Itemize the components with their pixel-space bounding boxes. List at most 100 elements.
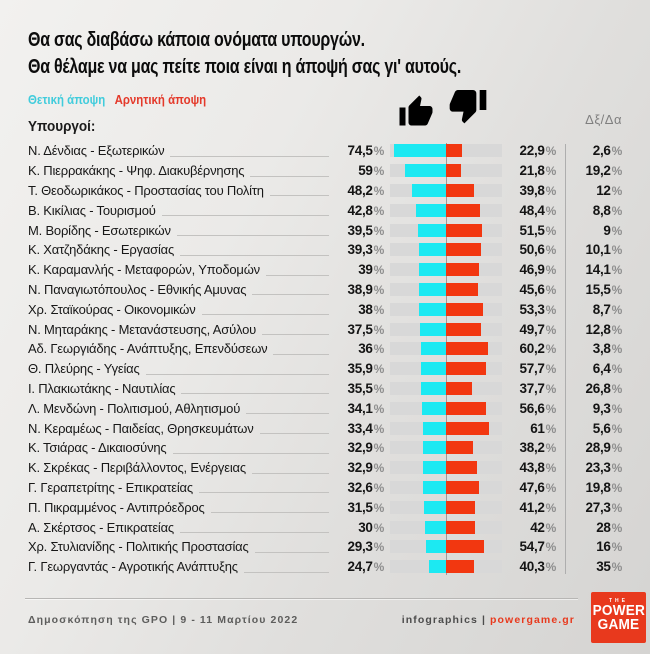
leader-line [262, 333, 329, 335]
logo-the-text: THE [609, 598, 628, 604]
leader-line [210, 512, 329, 514]
percent-sign: % [611, 362, 623, 377]
value-number: 57,7 [519, 361, 545, 377]
table-row: Κ. Χατζηδάκης - Εργασίας 39,3% 50,6% 10,… [28, 240, 622, 260]
negative-bar [446, 322, 481, 336]
percent-sign: % [611, 342, 623, 357]
value-number: 8,8 [592, 202, 611, 218]
leader-line [265, 274, 329, 276]
powergame-link[interactable]: powergame.gr [490, 614, 575, 626]
negative-value: 46,9% [510, 262, 557, 277]
percent-sign: % [373, 381, 385, 396]
positive-value: 36% [332, 341, 384, 356]
negative-value: 61% [510, 421, 556, 436]
dk-value: 28,9% [566, 440, 623, 456]
percent-sign: % [611, 421, 623, 436]
percent-sign: % [611, 480, 623, 495]
positive-value: 42,8% [332, 203, 385, 218]
bar-track [390, 282, 502, 296]
leader-line [180, 531, 329, 533]
table-row: Ν. Μηταράκης - Μετανάστευσης, Ασύλου 37,… [28, 319, 622, 339]
negative-bar [446, 441, 473, 455]
value-number: 3,8 [592, 341, 611, 357]
value-number: 6,4 [592, 361, 611, 377]
dk-value: 28% [566, 520, 622, 535]
bar-track [390, 243, 502, 257]
leader-line [176, 234, 329, 236]
dk-value: 14,1% [566, 262, 623, 277]
negative-value: 21,8% [510, 163, 557, 179]
percent-sign: % [373, 480, 385, 495]
value-number: 35 [596, 559, 611, 575]
percent-sign: % [545, 421, 557, 436]
percent-sign: % [373, 322, 385, 337]
dk-value: 9,3% [566, 401, 623, 416]
percent-sign: % [611, 144, 623, 159]
minister-name: Ι. Πλακιωτάκης - Ναυτιλίας [28, 380, 176, 396]
value-number: 2,6 [592, 143, 611, 159]
percent-sign: % [373, 282, 385, 297]
positive-bar [418, 263, 446, 277]
value-number: 41,2 [519, 499, 545, 515]
positive-bar [418, 223, 446, 237]
minister-name: Αδ. Γεωργιάδης - Ανάπτυξης, Επενδύσεων [28, 341, 268, 357]
leader-line [172, 452, 329, 454]
table-row: Β. Κικίλιας - Τουρισμού 42,8% 48,4% 8,8% [28, 200, 622, 220]
percent-sign: % [373, 183, 385, 198]
table-row: Α. Σκέρτσος - Επικρατείας 30% 42% 28% [28, 517, 622, 537]
negative-bar [446, 342, 489, 356]
dk-value: 9% [566, 223, 622, 238]
bar-track [390, 322, 502, 336]
table-row: Αδ. Γεωργιάδης - Ανάπτυξης, Επενδύσεων 3… [28, 339, 622, 359]
minister-name: Β. Κικίλιας - Τουρισμού [28, 202, 156, 218]
percent-sign: % [545, 520, 557, 535]
positive-bar [420, 362, 446, 376]
negative-bar [446, 183, 474, 197]
negative-bar [446, 263, 479, 277]
negative-value: 57,7% [510, 361, 557, 377]
percent-sign: % [611, 441, 623, 456]
minister-name: Ν. Κεραμέως - Παιδείας, Θρησκευμάτων [28, 420, 254, 436]
value-number: 59 [358, 163, 373, 179]
percent-sign: % [545, 322, 557, 337]
table-row: Λ. Μενδώνη - Πολιτισμού, Αθλητισμού 34,1… [28, 398, 622, 418]
positive-value: 31,5% [332, 499, 385, 515]
leader-line [246, 413, 329, 415]
bar-track [390, 381, 502, 395]
positive-bar [423, 480, 446, 494]
leader-line [198, 492, 329, 494]
value-number: 31,5 [347, 499, 373, 515]
value-number: 39,3 [347, 242, 373, 258]
bar-track [390, 520, 502, 534]
table-row: Γ. Γεραπετρίτης - Επικρατείας 32,6% 47,6… [28, 478, 622, 498]
table-row: Κ. Τσιάρας - Δικαιοσύνης 32,9% 38,2% 28,… [28, 438, 622, 458]
legend-negative: Αρνητική άποψη [114, 92, 207, 107]
negative-bar [446, 144, 463, 158]
legend: Θετική άποψη Αρνητική άποψη [28, 92, 206, 107]
value-number: 27,3 [585, 499, 611, 515]
bar-track [390, 164, 502, 178]
dk-value: 12,8% [566, 322, 623, 337]
positive-value: 37,5% [332, 321, 385, 337]
value-number: 9 [603, 222, 611, 238]
value-number: 8,7 [592, 301, 611, 317]
value-number: 37,5 [347, 321, 373, 337]
percent-sign: % [611, 203, 623, 218]
positive-bar [425, 520, 446, 534]
legend-positive: Θετική άποψη [28, 92, 106, 107]
minister-name: Ν. Παναγιωτόπουλος - Εθνικής Αμυνας [28, 281, 247, 297]
positive-value: 48,2% [332, 183, 385, 198]
section-label: Υπουργοί: [28, 118, 96, 135]
positive-value: 38% [332, 302, 384, 317]
percent-sign: % [545, 164, 557, 179]
positive-value: 74,5% [332, 143, 385, 158]
negative-value: 39,8% [510, 183, 557, 198]
negative-bar [446, 203, 480, 217]
value-number: 34,1 [347, 400, 373, 416]
minister-rows: Ν. Δένδιας - Εξωτερικών 74,5% 22,9% 2,6%… [28, 141, 622, 577]
poll-source-text: Δημοσκόπηση της GPO | 9 - 11 Μαρτίου 202… [28, 614, 299, 626]
positive-bar [419, 302, 446, 316]
leader-line [250, 175, 329, 177]
value-number: 28 [596, 519, 611, 535]
minister-name: Κ. Χατζηδάκης - Εργασίας [28, 242, 175, 258]
